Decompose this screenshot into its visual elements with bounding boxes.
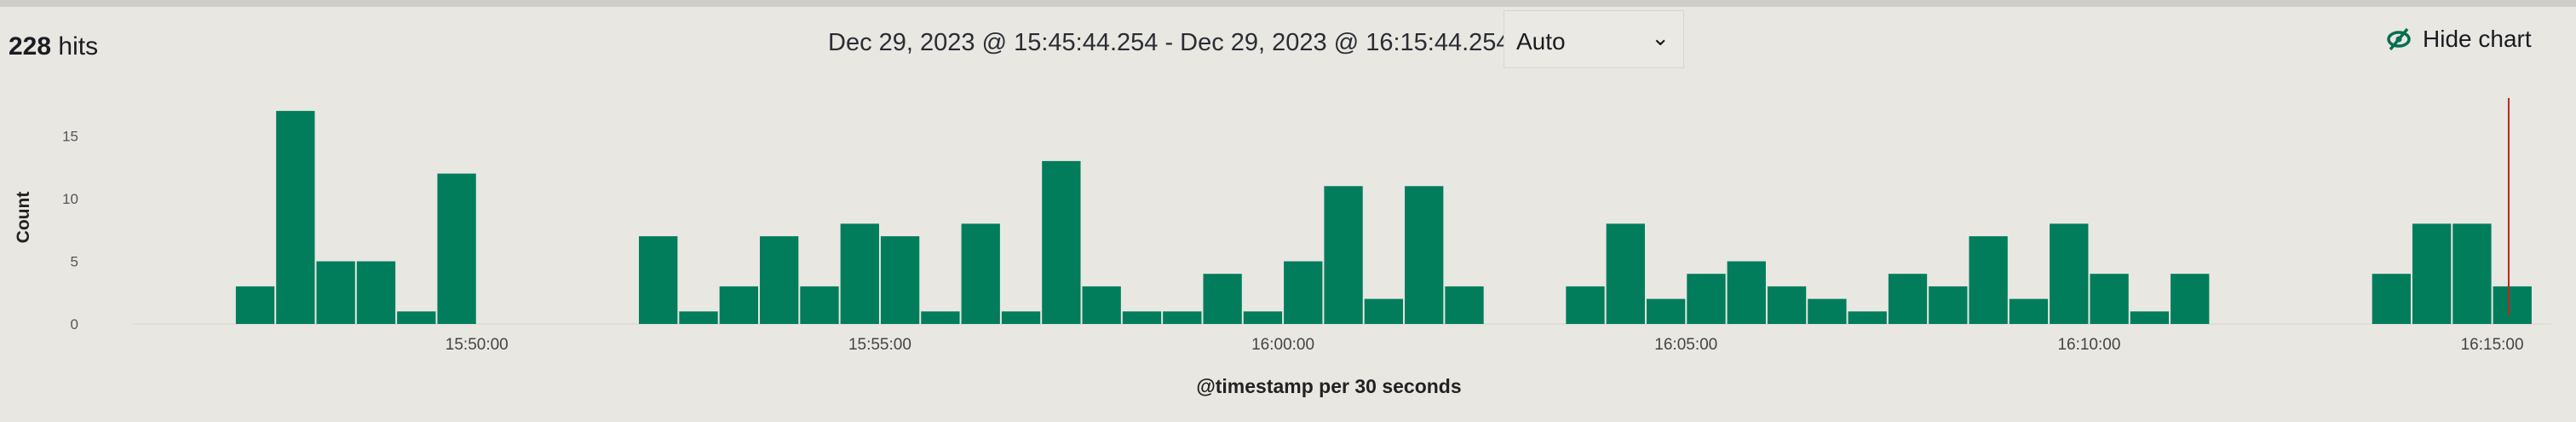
histogram-bar xyxy=(2493,286,2532,324)
histogram-bar xyxy=(316,261,355,324)
histogram-bar xyxy=(1284,261,1323,324)
histogram-bar xyxy=(2171,274,2210,324)
histogram-bar xyxy=(1163,311,1202,324)
histogram-bar xyxy=(1122,311,1162,324)
x-axis-title: @timestamp per 30 seconds xyxy=(1196,375,1461,397)
y-tick-label: 0 xyxy=(71,316,78,332)
x-tick-label: 16:10:00 xyxy=(2057,336,2120,354)
hits-label: hits xyxy=(58,32,99,61)
top-border xyxy=(0,0,2576,7)
histogram-bar xyxy=(639,236,678,324)
y-tick-label: 10 xyxy=(62,191,78,207)
histogram-bar xyxy=(2372,274,2411,324)
histogram-bar xyxy=(2009,298,2049,324)
histogram-bar xyxy=(1969,236,2008,324)
histogram-bar xyxy=(1243,311,1283,324)
histogram-bar xyxy=(1888,274,1928,324)
x-tick-label: 16:00:00 xyxy=(1251,336,1314,354)
histogram-bar xyxy=(1687,274,1726,324)
histogram-bar xyxy=(2452,223,2492,324)
histogram-bar xyxy=(397,311,436,324)
histogram-bar xyxy=(276,111,315,324)
hide-chart-label: Hide chart xyxy=(2423,26,2532,52)
hits-count: 228 hits xyxy=(9,32,98,61)
histogram-bar xyxy=(921,311,960,324)
histogram-bar xyxy=(1082,286,1121,324)
histogram-bar xyxy=(679,311,718,324)
x-tick-label: 15:50:00 xyxy=(446,336,509,354)
x-tick-label: 16:15:00 xyxy=(2461,336,2524,354)
histogram-bar xyxy=(1848,311,1887,324)
histogram-bar xyxy=(1001,311,1041,324)
histogram-bar xyxy=(1364,298,1404,324)
histogram-bar xyxy=(356,261,396,324)
hits-number: 228 xyxy=(9,32,52,61)
histogram-bar xyxy=(1324,186,1363,324)
histogram-bar xyxy=(1042,160,1081,324)
eye-slash-icon xyxy=(2387,27,2411,51)
histogram-bar xyxy=(1727,261,1766,324)
y-axis-title: Count xyxy=(14,192,33,244)
histogram-bar xyxy=(1445,286,1484,324)
interval-value: Auto xyxy=(1516,28,1566,55)
histogram-bar xyxy=(759,236,799,324)
time-range[interactable]: Dec 29, 2023 @ 15:45:44.254 - Dec 29, 20… xyxy=(828,29,1510,56)
histogram-bar xyxy=(1606,223,1645,324)
histogram-bar xyxy=(235,286,275,324)
y-tick-label: 15 xyxy=(62,129,78,145)
x-tick-label: 15:55:00 xyxy=(848,336,911,354)
histogram-bar xyxy=(840,223,879,324)
histogram-bar xyxy=(2050,223,2089,324)
histogram-bar xyxy=(1566,286,1605,324)
histogram-bar xyxy=(880,236,920,324)
x-tick-label: 16:05:00 xyxy=(1654,336,1717,354)
histogram-bar xyxy=(437,173,476,324)
y-tick-label: 5 xyxy=(71,254,78,270)
chevron-down-icon: ⌄ xyxy=(1651,25,1670,50)
histogram-bar xyxy=(1646,298,1686,324)
histogram-bar xyxy=(800,286,839,324)
hide-chart-button[interactable]: Hide chart xyxy=(2385,26,2532,53)
histogram-bar xyxy=(2130,311,2170,324)
histogram-bar xyxy=(1405,186,1444,324)
histogram-bar xyxy=(1203,274,1242,324)
histogram-bar xyxy=(1808,298,1847,324)
histogram-bar xyxy=(1929,286,1968,324)
histogram-bar xyxy=(719,286,758,324)
interval-select[interactable]: Auto ⌄ xyxy=(1504,10,1684,68)
histogram-bar xyxy=(1767,286,1807,324)
histogram-bar xyxy=(2412,223,2452,324)
histogram-bar xyxy=(2090,274,2129,324)
histogram-bar xyxy=(961,223,1000,324)
